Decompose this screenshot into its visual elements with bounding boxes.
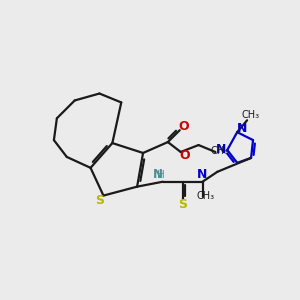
Text: H: H [157,170,165,180]
Text: O: O [179,149,190,162]
Text: N: N [216,142,226,155]
Text: CH₃: CH₃ [241,110,259,120]
Text: N: N [197,168,208,181]
Text: CH₃: CH₃ [196,190,214,201]
Text: S: S [178,198,187,211]
Text: CH₃: CH₃ [210,146,228,156]
Text: S: S [95,194,104,207]
Text: O: O [178,120,189,133]
Text: N: N [237,122,247,135]
Text: N: N [153,168,163,181]
